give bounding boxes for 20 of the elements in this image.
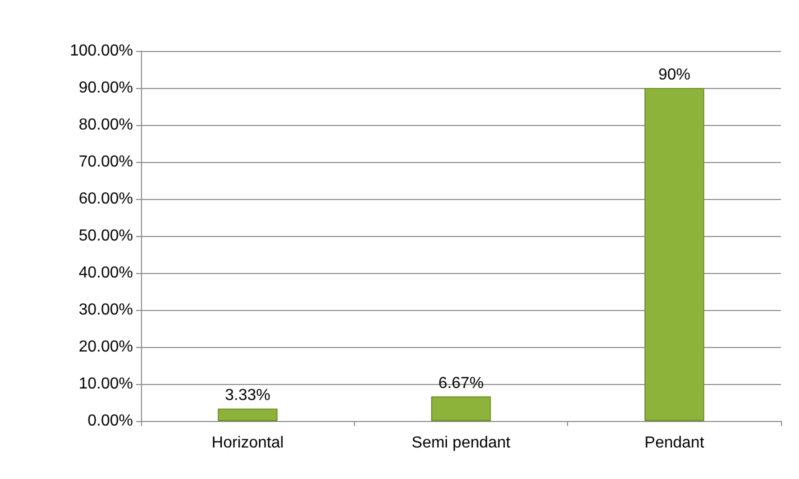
y-tick-label: 20.00% [78, 338, 133, 356]
y-tick-label: 30.00% [78, 302, 133, 318]
y-tick-label: 50.00% [78, 228, 133, 244]
data-label: 90% [658, 66, 690, 84]
data-label: 3.33% [224, 387, 270, 404]
x-tick-label: Semi pendant [412, 434, 511, 452]
y-tick-label: 10.00% [78, 376, 133, 392]
bar [431, 396, 491, 421]
y-tick-label: 90.00% [78, 80, 133, 96]
x-tick-label: Horizontal [212, 434, 284, 452]
bar [218, 408, 278, 421]
y-tick-label: 70.00% [78, 154, 133, 170]
y-tick-label: 60.00% [78, 190, 133, 208]
data-label: 6.67% [438, 374, 484, 392]
y-tick-label: 40.00% [78, 264, 133, 282]
y-tick-label: 80.00% [78, 116, 133, 134]
bar [644, 88, 704, 421]
y-tick-label: 0.00% [88, 412, 133, 430]
y-tick-label: 100.00% [70, 42, 133, 60]
x-tick-label: Pendant [644, 434, 705, 452]
